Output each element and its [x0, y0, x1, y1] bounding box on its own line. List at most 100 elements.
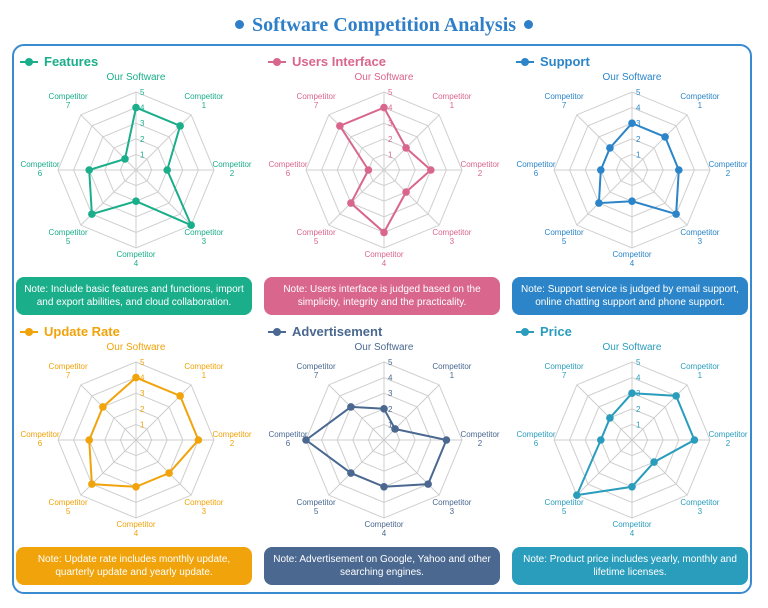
axis-label: Competitor 6: [268, 430, 307, 448]
note-box: Note: Users interface is judged based on…: [264, 277, 500, 315]
axis-label: Our Software: [107, 342, 166, 353]
data-point: [176, 392, 184, 400]
legend-marker-icon: [516, 327, 534, 337]
note-box: Note: Product price includes yearly, mon…: [512, 547, 748, 585]
tick-label: 4: [636, 374, 641, 383]
axis-line: [80, 384, 137, 441]
data-point: [380, 228, 388, 237]
data-point: [675, 166, 683, 174]
axis-label: Our Software: [355, 342, 414, 353]
legend-title: Price: [540, 324, 572, 339]
tick-label: 1: [140, 420, 145, 429]
data-point: [132, 483, 140, 491]
axis-label: Competitor 7: [545, 362, 584, 380]
radar-chart: 1 2 3 4 5 Our Software Competitor 1 Competitor 2 C…: [268, 72, 499, 268]
axis-label: Competitor 2: [212, 430, 251, 448]
radar-panel-users-interface: Users Interface 1 2 3 4 5 Our Software Competit…: [262, 48, 506, 316]
data-point: [442, 436, 451, 444]
page-title-text: Software Competition Analysis: [251, 14, 517, 36]
tick-label: 1: [636, 420, 641, 429]
legend-marker-icon: [268, 57, 286, 67]
axis-label: Competitor 1: [680, 92, 719, 110]
axis-label: Competitor 2: [708, 160, 747, 178]
note-box: Note: Support service is judged by email…: [512, 277, 748, 315]
data-point: [132, 373, 140, 382]
axis-line: [328, 439, 385, 496]
axis-label: Competitor 3: [184, 498, 223, 516]
data-point: [380, 103, 388, 112]
legend: Users Interface: [268, 54, 386, 69]
axis-line: [631, 114, 688, 171]
axis-label: Competitor 2: [708, 430, 747, 448]
tick-label: 5: [636, 358, 641, 367]
data-point: [391, 425, 399, 433]
axis-label: Competitor 6: [516, 430, 555, 448]
data-point: [85, 166, 93, 174]
tick-label: 2: [140, 135, 145, 144]
tick-label: 4: [388, 104, 393, 113]
data-point: [690, 436, 699, 444]
axis-line: [576, 439, 633, 496]
data-point: [402, 188, 410, 196]
data-point: [347, 403, 355, 411]
legend-title: Update Rate: [44, 324, 120, 339]
tick-label: 5: [388, 88, 393, 97]
bullet-icon: [234, 20, 244, 30]
tick-label: 1: [636, 150, 641, 159]
data-point: [380, 483, 388, 491]
page-title: Software Competition Analysis: [0, 14, 768, 37]
axis-label: Our Software: [603, 342, 662, 353]
radar-chart: 1 2 3 4 5 Our Software Competitor 1 Competitor 2 C…: [20, 342, 251, 538]
note-box: Note: Include basic features and functio…: [16, 277, 252, 315]
tick-label: 2: [388, 135, 393, 144]
axis-label: Competitor 6: [268, 160, 307, 178]
legend: Price: [516, 324, 572, 339]
legend-marker-icon: [268, 327, 286, 337]
legend-marker-icon: [516, 57, 534, 67]
axis-label: Competitor 3: [680, 498, 719, 516]
data-point: [88, 480, 96, 488]
data-point: [424, 480, 432, 488]
data-point: [597, 436, 605, 444]
data-point: [302, 436, 310, 444]
tick-label: 4: [140, 104, 145, 113]
tick-label: 3: [140, 119, 145, 128]
data-point: [176, 122, 184, 130]
data-point: [347, 199, 355, 207]
axis-line: [383, 169, 440, 226]
axis-label: Competitor 1: [680, 362, 719, 380]
legend: Advertisement: [268, 324, 382, 339]
data-point: [132, 197, 140, 205]
data-point: [661, 133, 669, 141]
axis-line: [328, 169, 385, 226]
axis-label: Competitor 2: [212, 160, 251, 178]
data-point: [628, 119, 636, 127]
radar-panel-support: Support 1 2 3 4 5 Our Software Competitor 1 Compe…: [510, 48, 754, 316]
radar-panel-price: Price 1 2 3 4 5 Our Software Competitor 1 Competi…: [510, 318, 754, 586]
radar-panel-features: Features 1 2 3 4 5 Our Software Competitor 1 Comp…: [14, 48, 258, 316]
axis-label: Competitor 1: [184, 92, 223, 110]
tick-label: 1: [388, 420, 393, 429]
data-point: [336, 122, 344, 130]
axis-label: Competitor 5: [49, 498, 88, 516]
tick-label: 3: [388, 119, 393, 128]
data-point: [99, 403, 107, 411]
data-point: [380, 405, 388, 413]
radar-chart: 1 2 3 4 5 Our Software Competitor 1 Competitor 2 C…: [20, 72, 251, 268]
tick-label: 4: [636, 104, 641, 113]
axis-line: [576, 114, 633, 171]
tick-label: 4: [140, 374, 145, 383]
axis-label: Competitor 2: [460, 430, 499, 448]
legend-title: Users Interface: [292, 54, 386, 69]
axis-line: [328, 384, 385, 441]
data-point: [606, 144, 614, 152]
axis-label: Our Software: [355, 72, 414, 83]
data-point: [347, 469, 355, 477]
legend: Features: [20, 54, 98, 69]
axis-label: Competitor 3: [680, 228, 719, 246]
legend-title: Support: [540, 54, 590, 69]
bullet-icon: [524, 20, 534, 30]
tick-label: 5: [388, 358, 393, 367]
axis-label: Competitor 4: [612, 520, 651, 538]
data-point: [595, 199, 603, 207]
